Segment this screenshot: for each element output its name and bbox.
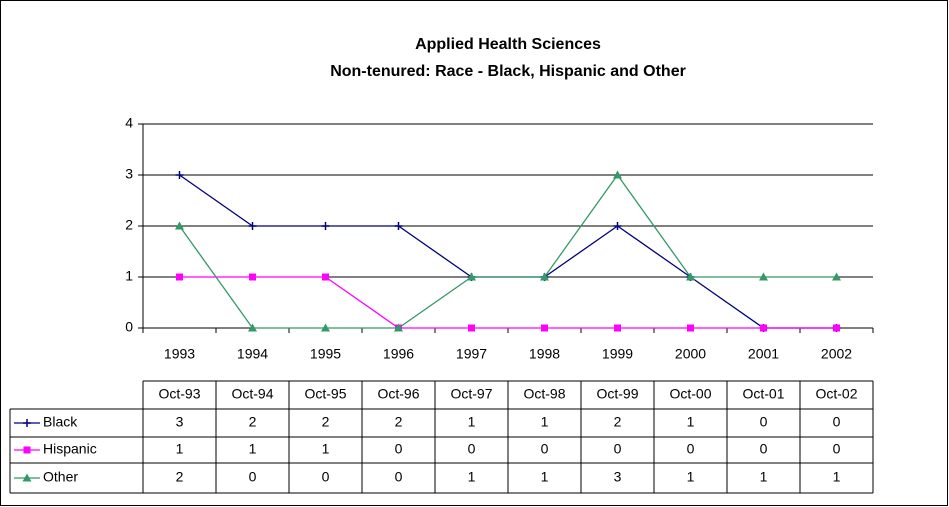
marker <box>686 272 695 281</box>
marker <box>394 323 403 332</box>
table-cell: 2 <box>249 414 257 430</box>
table-cell: 1 <box>541 414 549 430</box>
table-cell: 1 <box>687 469 695 485</box>
table-cell: 1 <box>468 414 476 430</box>
legend-label: Other <box>43 469 78 485</box>
x-tick-label: 1993 <box>164 346 195 362</box>
y-tick-label: 4 <box>125 115 133 131</box>
marker <box>687 324 694 332</box>
table-header: Oct-00 <box>669 386 711 402</box>
marker <box>540 272 549 281</box>
table-cell: 0 <box>760 441 768 457</box>
table-cell: 1 <box>176 441 184 457</box>
table-cell: 1 <box>541 469 549 485</box>
y-tick-label: 0 <box>125 319 133 335</box>
table-cell: 1 <box>249 441 257 457</box>
marker <box>759 272 768 281</box>
marker <box>249 273 256 281</box>
x-tick-label: 1998 <box>529 346 560 362</box>
marker <box>322 273 329 281</box>
legend-label: Hispanic <box>43 441 97 457</box>
table-header: Oct-98 <box>523 386 565 402</box>
x-tick-label: 1995 <box>310 346 341 362</box>
marker <box>833 324 840 332</box>
marker <box>394 222 403 230</box>
table-cell: 1 <box>760 469 768 485</box>
marker <box>613 222 622 230</box>
table-cell: 0 <box>833 414 841 430</box>
table-cell: 1 <box>687 414 695 430</box>
table-header: Oct-93 <box>158 386 200 402</box>
table-header: Oct-01 <box>742 386 784 402</box>
marker <box>468 324 475 332</box>
table-cell: 3 <box>614 469 622 485</box>
table-cell: 0 <box>833 441 841 457</box>
marker <box>248 323 257 332</box>
x-tick-label: 2000 <box>675 346 706 362</box>
marker <box>321 323 330 332</box>
y-tick-label: 3 <box>125 166 133 182</box>
marker <box>614 324 621 332</box>
marker <box>760 324 767 332</box>
table-cell: 1 <box>322 441 330 457</box>
x-tick-label: 1994 <box>237 346 268 362</box>
x-tick-label: 1999 <box>602 346 633 362</box>
chart-title: Applied Health Sciences <box>415 36 601 53</box>
table-header: Oct-99 <box>596 386 638 402</box>
table-cell: 0 <box>541 441 549 457</box>
marker <box>22 473 32 482</box>
table-cell: 2 <box>322 414 330 430</box>
table-cell: 1 <box>468 469 476 485</box>
table-header: Oct-94 <box>231 386 273 402</box>
table-cell: 0 <box>760 414 768 430</box>
table-cell: 0 <box>395 441 403 457</box>
x-tick-label: 2002 <box>821 346 852 362</box>
table-cell: 0 <box>468 441 476 457</box>
table-header: Oct-02 <box>815 386 857 402</box>
table-cell: 0 <box>687 441 695 457</box>
marker <box>175 221 184 230</box>
y-tick-label: 2 <box>125 217 133 233</box>
marker <box>175 171 184 179</box>
table-cell: 3 <box>176 414 184 430</box>
marker <box>467 272 476 281</box>
table-cell: 0 <box>395 469 403 485</box>
marker <box>248 222 257 230</box>
x-tick-label: 1996 <box>383 346 414 362</box>
series-line <box>179 276 837 329</box>
table-header: Oct-95 <box>304 386 346 402</box>
x-tick-label: 2001 <box>748 346 779 362</box>
series-line <box>178 173 837 329</box>
table-cell: 0 <box>614 441 622 457</box>
marker <box>321 222 330 230</box>
x-tick-label: 1997 <box>456 346 487 362</box>
table-cell: 2 <box>614 414 622 430</box>
table-cell: 0 <box>322 469 330 485</box>
legend-label: Black <box>43 414 78 430</box>
table-cell: 0 <box>249 469 257 485</box>
table-header: Oct-96 <box>377 386 419 402</box>
chart-subtitle: Non-tenured: Race - Black, Hispanic and … <box>330 63 686 80</box>
table-cell: 2 <box>395 414 403 430</box>
marker <box>613 170 622 179</box>
marker <box>176 273 183 281</box>
marker <box>23 419 31 427</box>
y-tick-label: 1 <box>125 268 133 284</box>
table-cell: 1 <box>833 469 841 485</box>
table-cell: 2 <box>176 469 184 485</box>
table-header: Oct-97 <box>450 386 492 402</box>
marker <box>23 446 31 454</box>
marker <box>541 324 548 332</box>
marker <box>832 272 841 281</box>
